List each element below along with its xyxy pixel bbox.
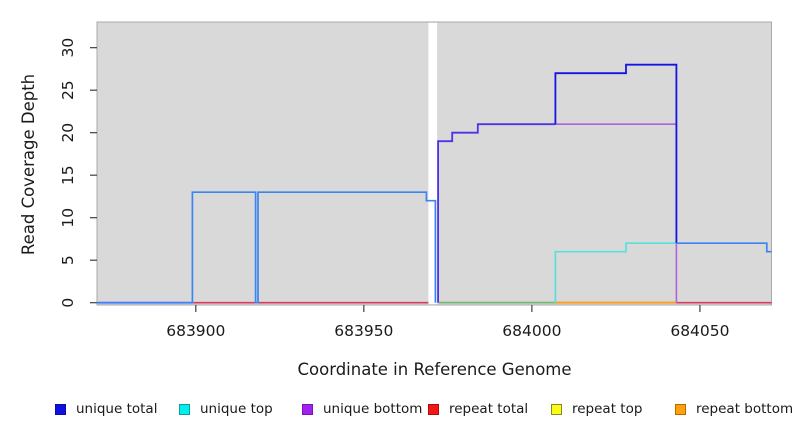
x-tick-label: 684050 — [670, 322, 729, 340]
legend-item-unique-bottom: unique bottom — [302, 399, 422, 419]
legend-label: repeat bottom — [696, 401, 792, 417]
series-unique-top-visible — [554, 242, 677, 303]
legend-label: repeat top — [572, 401, 643, 417]
coverage-gap-band — [428, 22, 438, 305]
series-unique-total-solo — [554, 63, 678, 244]
x-axis-title: Coordinate in Reference Genome — [297, 360, 572, 379]
legend-item-unique-top: unique top — [179, 399, 273, 419]
legend-label: unique total — [76, 401, 158, 417]
legend-swatch-icon — [179, 403, 190, 415]
x-tick-label: 683900 — [166, 322, 225, 340]
x-tick-label: 684000 — [502, 322, 561, 340]
x-tick-label: 683950 — [334, 322, 393, 340]
legend-item-repeat-top: repeat top — [551, 399, 642, 419]
legend-label: unique top — [200, 401, 273, 417]
y-axis-title: Read Coverage Depth — [19, 73, 38, 256]
series-unique-total-equals-top-right — [676, 242, 772, 253]
legend-swatch-icon — [551, 403, 562, 415]
y-tick-label: 15 — [59, 165, 77, 185]
legend-swatch-icon — [675, 403, 686, 415]
legend-item-unique-total: unique total — [55, 399, 157, 419]
y-tick-label: 20 — [59, 123, 77, 143]
legend-swatch-icon — [302, 403, 313, 415]
series-unique-total-equals-bottom-steps — [437, 123, 556, 303]
y-tick-label: 5 — [59, 255, 77, 265]
legend-item-repeat-total: repeat total — [428, 399, 528, 419]
legend: unique total unique top unique bottom repea… — [0, 399, 792, 423]
y-tick-label: 30 — [59, 38, 77, 58]
legend-swatch-icon — [55, 403, 66, 415]
y-tick-label: 10 — [59, 208, 77, 228]
legend-swatch-icon — [428, 403, 439, 415]
series-unique-total-equals-top-left — [97, 191, 437, 304]
y-tick-label: 25 — [59, 80, 77, 100]
y-tick-label: 0 — [59, 298, 77, 308]
legend-item-repeat-bottom: repeat bottom — [675, 399, 792, 419]
legend-label: unique bottom — [323, 401, 423, 417]
legend-label: repeat total — [449, 401, 529, 417]
